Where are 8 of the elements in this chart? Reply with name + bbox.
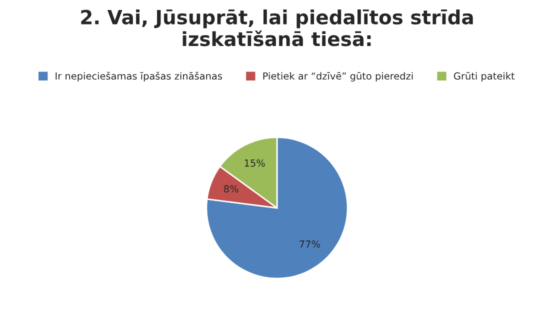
- data-label: 77%: [300, 240, 320, 248]
- data-label: 15%: [244, 159, 265, 167]
- legend-label: Pietiek ar “dzīvē” gūto pieredzi: [263, 72, 413, 82]
- pie-slice: [206, 136, 348, 280]
- chart-title: 2. Vai, Jūsuprāt, lai piedalītos strīda izskatīšanā tiesā:: [81, 9, 473, 46]
- data-label: 8%: [224, 185, 238, 193]
- legend-label: Ir nepieciešamas īpašas zināšanas: [56, 72, 222, 82]
- legend-label: Grūti pateikt: [454, 72, 515, 82]
